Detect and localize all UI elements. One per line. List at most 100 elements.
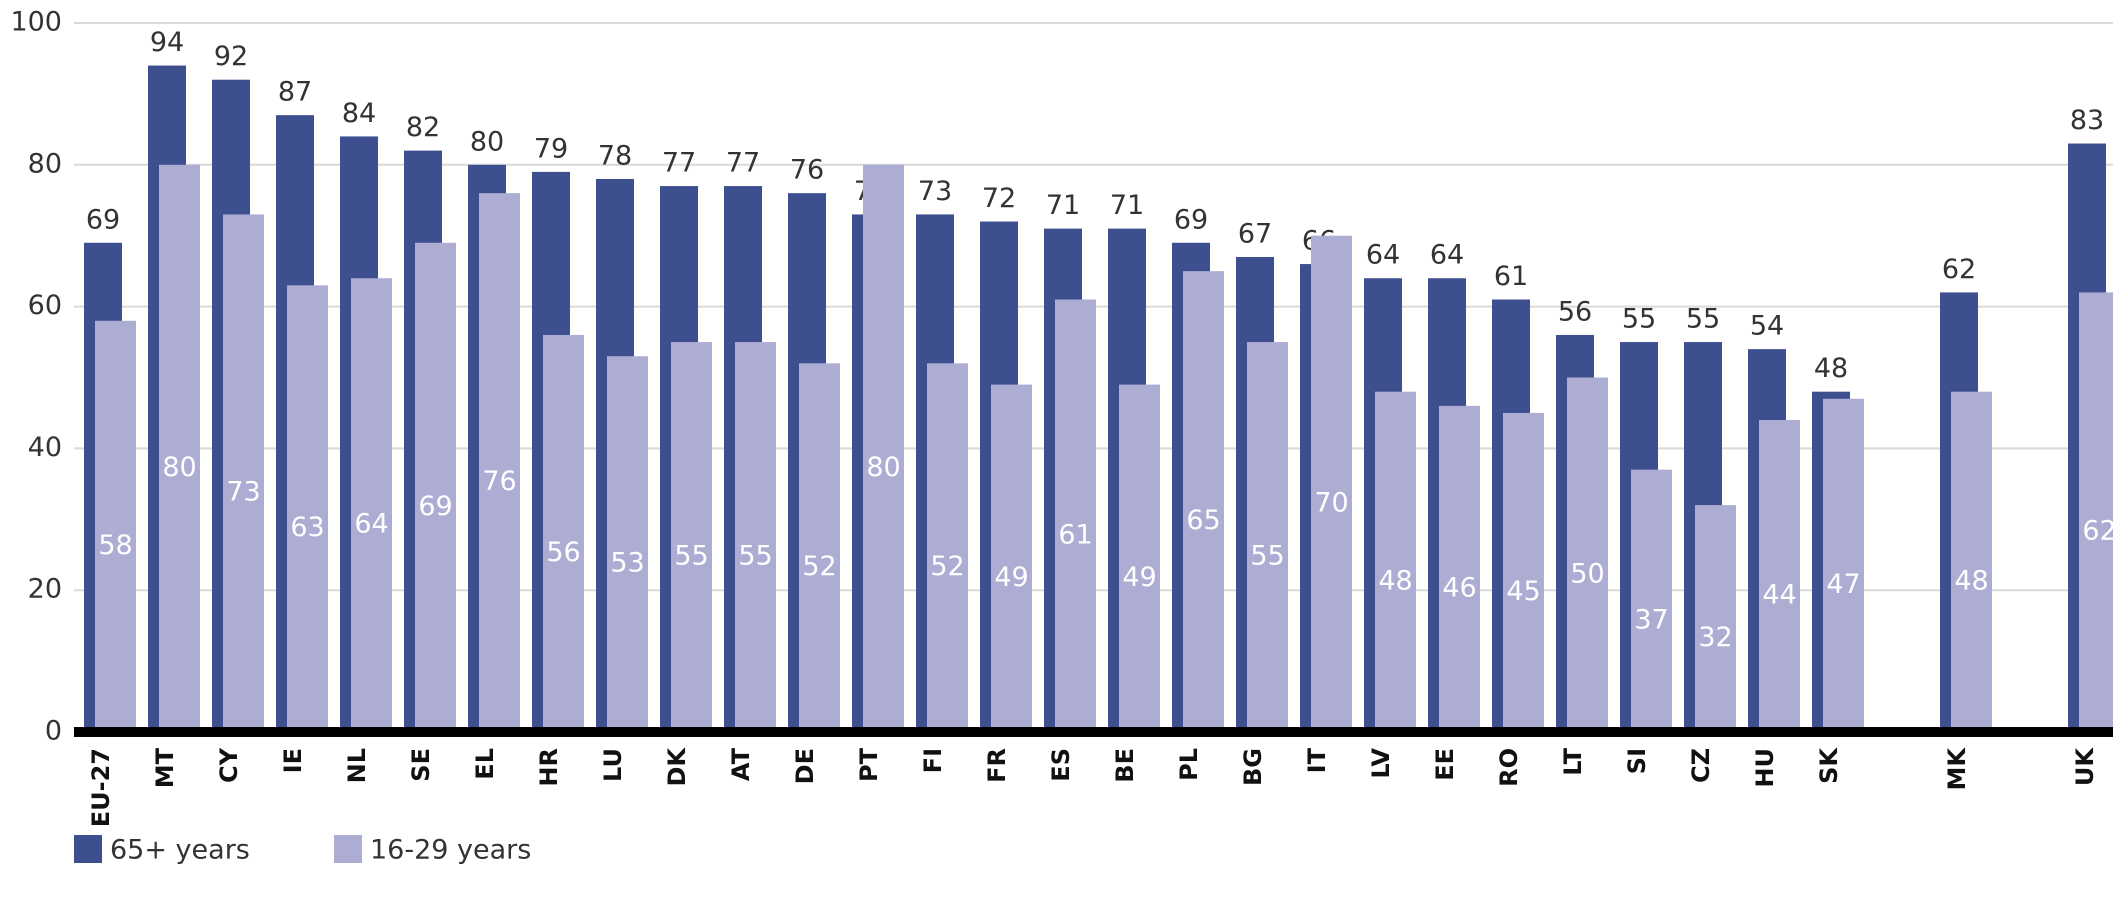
value-label: 62 [1942,254,1976,285]
bar [415,242,456,733]
bar [1119,384,1160,732]
value-label: 52 [930,551,964,582]
x-tick-label: SE [407,748,435,782]
bar [95,320,136,732]
bar [927,363,968,732]
value-label: 73 [918,176,952,207]
bar [671,342,712,732]
legend-label: 65+ years [110,835,250,866]
x-tick-label: ES [1047,748,1075,782]
value-label: 62 [2082,516,2113,547]
value-label: 80 [470,126,504,157]
value-label: 64 [354,509,388,540]
bar [1503,412,1544,732]
value-label: 69 [418,491,452,522]
x-tick-label: HU [1751,748,1779,788]
value-label: 82 [406,112,440,143]
legend-swatch [74,835,102,863]
x-tick-label: IT [1303,747,1331,773]
x-tick-label: AT [727,747,755,781]
x-tick-label: LT [1559,747,1587,775]
value-label: 65 [1186,505,1220,536]
x-tick-label: FR [983,748,1011,783]
bar [1823,398,1864,732]
value-label: 76 [482,466,516,497]
bar [1183,271,1224,732]
value-label: 94 [150,27,184,58]
x-tick-label: LV [1367,748,1395,779]
value-label: 56 [546,537,580,568]
x-tick-label: BE [1111,748,1139,783]
bar [1375,391,1416,732]
value-label: 72 [982,183,1016,214]
x-tick-label: FI [919,748,947,773]
bar [1567,377,1608,732]
y-tick-label: 100 [10,7,62,38]
bar [159,164,200,733]
bar [1759,420,1800,732]
legend-swatch [334,835,362,863]
value-label: 69 [1174,204,1208,235]
value-label: 84 [342,98,376,129]
bar [1631,469,1672,732]
value-label: 45 [1506,576,1540,607]
bar [543,334,584,732]
value-label: 64 [1430,240,1464,271]
value-label: 55 [1686,304,1720,335]
value-label: 61 [1494,261,1528,292]
value-label: 55 [674,541,708,572]
bar [1951,391,1992,732]
value-label: 47 [1826,569,1860,600]
value-label: 77 [662,148,696,179]
bar [1247,342,1288,732]
x-tick-label: UK [2071,747,2099,786]
value-label: 63 [290,512,324,543]
value-label: 79 [534,133,568,164]
x-tick-label: HR [535,748,563,787]
value-label: 77 [726,148,760,179]
x-tick-label: MK [1943,747,1971,791]
bar [479,193,520,732]
x-tick-label: PL [1175,748,1203,781]
y-tick-label: 40 [28,432,62,463]
value-label: 58 [98,530,132,561]
y-tick-label: 20 [28,574,62,605]
value-label: 56 [1558,296,1592,327]
bar [799,363,840,732]
value-label: 61 [1058,519,1092,550]
value-label: 50 [1570,558,1604,589]
value-label: 48 [1954,565,1988,596]
value-label: 76 [790,155,824,186]
y-tick-label: 80 [28,148,62,179]
bar [1439,405,1480,732]
value-label: 80 [866,452,900,483]
value-label: 49 [994,562,1028,593]
value-label: 64 [1366,240,1400,271]
x-tick-label: DE [791,748,819,784]
bar [735,342,776,732]
value-label: 55 [1250,541,1284,572]
x-tick-label: IE [279,748,307,773]
value-label: 80 [162,452,196,483]
value-label: 55 [738,541,772,572]
bar [607,356,648,732]
x-tick-label: RO [1495,748,1523,787]
y-tick-label: 60 [28,290,62,321]
value-label: 32 [1698,622,1732,653]
bar [351,278,392,732]
bar [863,164,904,733]
bar [1695,505,1736,732]
x-tick-label: MT [151,747,179,788]
x-tick-label: NL [343,748,371,783]
bar [1311,235,1352,732]
x-tick-label: SI [1623,748,1651,774]
value-label: 92 [214,41,248,72]
value-label: 54 [1750,311,1784,342]
value-label: 53 [610,548,644,579]
x-tick-label: LU [599,748,627,782]
x-tick-label: EU-27 [87,748,115,827]
bar [2079,292,2113,732]
x-tick-label: DK [663,747,691,787]
bar [223,214,264,732]
